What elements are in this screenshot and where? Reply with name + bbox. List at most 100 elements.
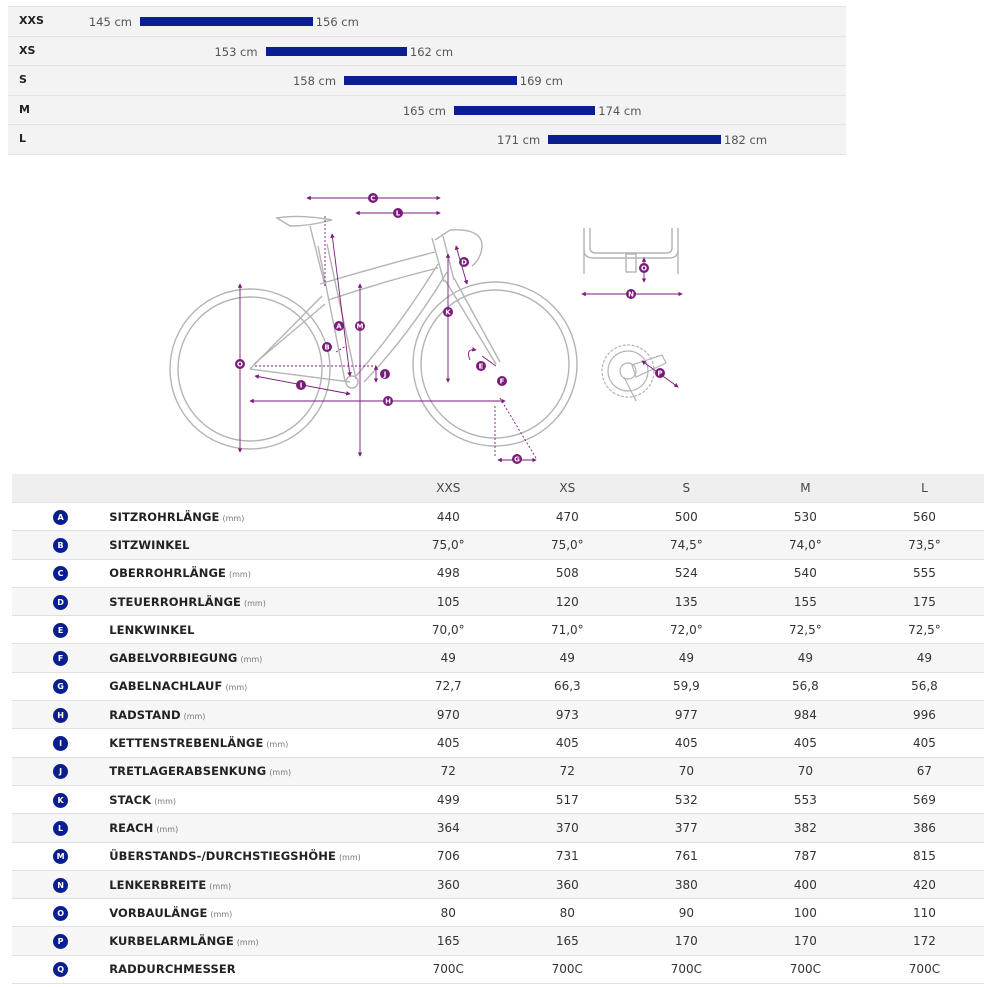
- row-name-cell: STEUERROHRLÄNGE (mm): [109, 587, 389, 617]
- size-range-chart: XXS 145 cm 156 cm XS 153 cm 162 cm S 158 cm 169 …: [8, 6, 846, 155]
- param-unit: (mm): [225, 683, 248, 693]
- dim-label-l: L: [396, 210, 401, 218]
- table-header-row: XXS XS S M L: [12, 474, 984, 503]
- value-cell: 761: [626, 842, 746, 871]
- dim-label-g: G: [514, 456, 520, 464]
- row-name-cell: SITZWINKEL: [109, 530, 389, 560]
- param-unit: (mm): [236, 938, 259, 948]
- size-range-row: XS 153 cm 162 cm: [8, 35, 846, 66]
- value-cell: 74,5°: [626, 530, 746, 560]
- dim-badge-c: [368, 193, 378, 203]
- dimension-badges: C L D A M K B O J E F I H G: [235, 193, 522, 464]
- row-letter-cell: A: [12, 502, 110, 532]
- dim-badge-l: [393, 208, 403, 218]
- value-cell: 172: [864, 926, 984, 956]
- table-row: D STEUERROHRLÄNGE (mm) 105 120 135 155 175: [12, 587, 984, 617]
- header-size-l: L: [864, 474, 984, 503]
- table-row: P KURBELARMLÄNGE (mm) 165 165 170 170 172: [12, 926, 984, 956]
- value-cell: 100: [745, 898, 865, 928]
- row-name-cell: SITZROHRLÄNGE (mm): [109, 502, 389, 532]
- param-unit: (mm): [183, 711, 206, 721]
- param-name: GABELVORBIEGUNG: [109, 651, 238, 666]
- dim-badge-p: [655, 368, 665, 378]
- value-cell: 532: [626, 785, 746, 815]
- value-cell: 49: [507, 643, 627, 673]
- row-name-cell: ÜBERSTANDS-/DURCHSTIEGSHÖHE (mm): [109, 842, 389, 871]
- dim-badge-i: [296, 380, 306, 390]
- param-name: LENKERBREITE: [109, 877, 207, 892]
- dim-badge-j: [380, 369, 390, 379]
- value-cell: 540: [745, 559, 865, 588]
- value-cell: 382: [745, 813, 865, 843]
- dim-badge-d: [459, 257, 469, 267]
- row-letter-cell: K: [12, 785, 110, 815]
- value-cell: 364: [388, 813, 508, 843]
- table-row: C OBERROHRLÄNGE (mm) 498 508 524 540 555: [12, 559, 984, 588]
- value-cell: 970: [388, 700, 508, 730]
- dim-badge-g: [512, 454, 522, 464]
- size-range-min: 171 cm: [497, 133, 541, 148]
- value-cell: 370: [507, 813, 627, 843]
- row-letter-cell: C: [12, 559, 110, 588]
- size-range-row: XXS 145 cm 156 cm: [8, 6, 846, 36]
- value-cell: 360: [388, 870, 508, 900]
- row-letter-cell: J: [12, 757, 110, 786]
- dim-badge-k: [443, 307, 453, 317]
- value-cell: 569: [864, 785, 984, 815]
- value-cell: 49: [745, 643, 865, 673]
- letter-badge: H: [53, 707, 69, 723]
- value-cell: 72: [507, 757, 627, 786]
- size-range-min: 145 cm: [88, 15, 132, 29]
- dim-label-h: H: [385, 398, 391, 406]
- row-name-cell: GABELVORBIEGUNG (mm): [109, 643, 389, 673]
- value-cell: 67: [864, 757, 984, 786]
- row-name-cell: STACK (mm): [109, 785, 389, 815]
- dim-label-j: J: [383, 371, 387, 379]
- param-name: RADSTAND: [109, 707, 181, 722]
- row-letter-cell: Q: [12, 955, 110, 985]
- param-unit: (mm): [210, 909, 233, 919]
- param-unit: (mm): [338, 853, 361, 863]
- letter-badge: Q: [53, 962, 69, 978]
- value-cell: 731: [507, 842, 627, 871]
- param-name: TRETLAGERABSENKUNG: [109, 764, 267, 779]
- bike-geometry-diagram: C L D A M K B O J E F I H G: [169, 193, 578, 464]
- value-cell: 700C: [864, 955, 984, 985]
- value-cell: 80: [507, 898, 627, 928]
- value-cell: 49: [388, 643, 508, 673]
- dim-label-i: I: [300, 382, 303, 390]
- row-letter-cell: M: [12, 842, 110, 871]
- value-cell: 70,0°: [388, 615, 508, 645]
- value-cell: 498: [388, 559, 508, 588]
- value-cell: 135: [626, 587, 746, 617]
- value-cell: 405: [864, 728, 984, 758]
- bike-outline: [169, 215, 578, 450]
- value-cell: 555: [864, 559, 984, 588]
- table-row: H RADSTAND (mm) 970 973 977 984 996: [12, 700, 984, 730]
- row-letter-cell: P: [12, 926, 110, 956]
- param-unit: (mm): [229, 570, 251, 580]
- handlebar-diagram: O N: [581, 228, 683, 299]
- value-cell: 560: [864, 502, 984, 532]
- size-range-max: 174 cm: [598, 103, 642, 118]
- table-row: N LENKERBREITE (mm) 360 360 380 400 420: [12, 870, 984, 900]
- value-cell: 815: [864, 842, 984, 871]
- size-range-label: M: [19, 102, 30, 116]
- param-name: VORBAULÄNGE: [109, 905, 208, 920]
- value-cell: 73,5°: [864, 530, 984, 560]
- dim-badge-f: [497, 376, 507, 386]
- row-name-cell: RADDURCHMESSER: [109, 955, 389, 985]
- size-range-label: XS: [19, 43, 36, 57]
- dim-label-a: A: [336, 323, 342, 331]
- letter-badge: L: [53, 820, 69, 836]
- param-unit: (mm): [240, 655, 263, 665]
- value-cell: 74,0°: [745, 530, 865, 560]
- param-unit: (mm): [156, 824, 179, 834]
- value-cell: 56,8: [745, 672, 865, 702]
- letter-badge: P: [53, 934, 69, 950]
- value-cell: 553: [745, 785, 865, 815]
- row-name-cell: TRETLAGERABSENKUNG (mm): [109, 757, 389, 786]
- value-cell: 120: [507, 587, 627, 617]
- param-name: REACH: [109, 820, 154, 835]
- value-cell: 75,0°: [388, 530, 508, 560]
